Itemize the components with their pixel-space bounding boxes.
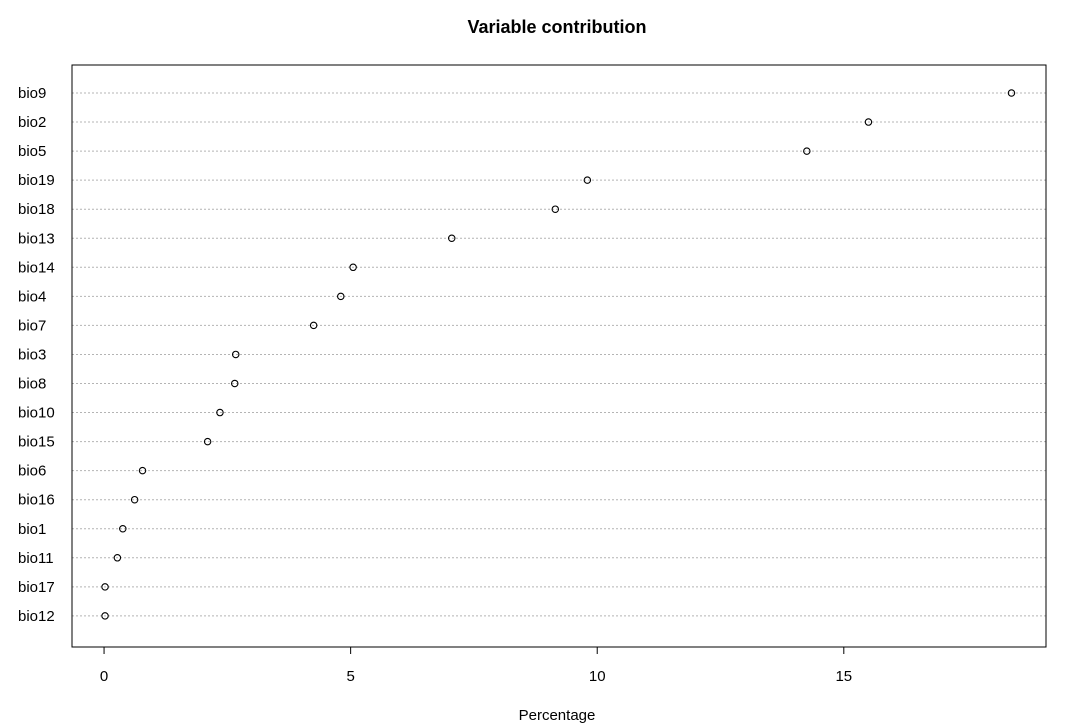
data-point-bio9: [1007, 89, 1016, 97]
category-label-bio11: bio11: [18, 550, 54, 567]
category-label-bio6: bio6: [18, 463, 46, 480]
data-point-bio14: [349, 263, 357, 272]
data-point-bio12: [101, 612, 109, 620]
data-point-bio1: [119, 524, 127, 533]
data-point-bio5: [803, 147, 811, 155]
data-point-bio6: [138, 466, 147, 475]
x-tick-label-15: 15: [835, 668, 852, 685]
category-label-bio7: bio7: [18, 317, 46, 334]
data-point-bio3: [231, 350, 240, 359]
category-label-bio18: bio18: [18, 201, 55, 218]
chart-title: Variable contribution: [467, 17, 646, 37]
data-point-bio2: [864, 118, 873, 126]
plot-frame: [71, 64, 1047, 648]
data-point-bio7: [309, 321, 318, 330]
category-label-bio5: bio5: [18, 143, 46, 160]
category-label-bio12: bio12: [18, 608, 55, 625]
category-label-bio1: bio1: [18, 521, 46, 538]
category-label-bio19: bio19: [18, 172, 55, 189]
category-labels: bio9 bio2 bio5 bio19 bio18 bio13 bio14 bio4 bio7…: [18, 85, 55, 625]
category-label-bio4: bio4: [18, 288, 46, 305]
data-point-bio11: [113, 554, 122, 562]
category-label-bio8: bio8: [18, 376, 46, 393]
data-points: [101, 89, 1016, 620]
category-label-bio10: bio10: [18, 405, 55, 422]
data-point-bio19: [583, 176, 592, 184]
category-label-bio16: bio16: [18, 492, 55, 509]
category-label-bio3: bio3: [18, 346, 46, 363]
category-label-bio14: bio14: [18, 259, 55, 276]
category-label-bio2: bio2: [18, 114, 46, 131]
x-tick-label-0: 0: [100, 668, 108, 685]
category-label-bio17: bio17: [18, 579, 55, 596]
data-point-bio10: [216, 408, 224, 417]
data-point-bio13: [447, 234, 456, 243]
x-tick-label-10: 10: [589, 668, 606, 685]
data-point-bio18: [551, 205, 560, 213]
data-point-bio17: [101, 583, 109, 591]
data-point-bio8: [230, 379, 239, 388]
category-label-bio15: bio15: [18, 434, 55, 451]
category-label-bio13: bio13: [18, 230, 55, 247]
category-label-bio9: bio9: [18, 85, 46, 102]
x-axis: 0 5 10 15: [100, 646, 852, 685]
data-point-bio16: [130, 495, 139, 504]
data-point-bio4: [337, 292, 345, 301]
grid-layer: [72, 92, 1046, 617]
x-axis-label: Percentage: [519, 707, 596, 724]
x-tick-label-5: 5: [346, 668, 354, 685]
data-point-bio15: [203, 437, 212, 446]
